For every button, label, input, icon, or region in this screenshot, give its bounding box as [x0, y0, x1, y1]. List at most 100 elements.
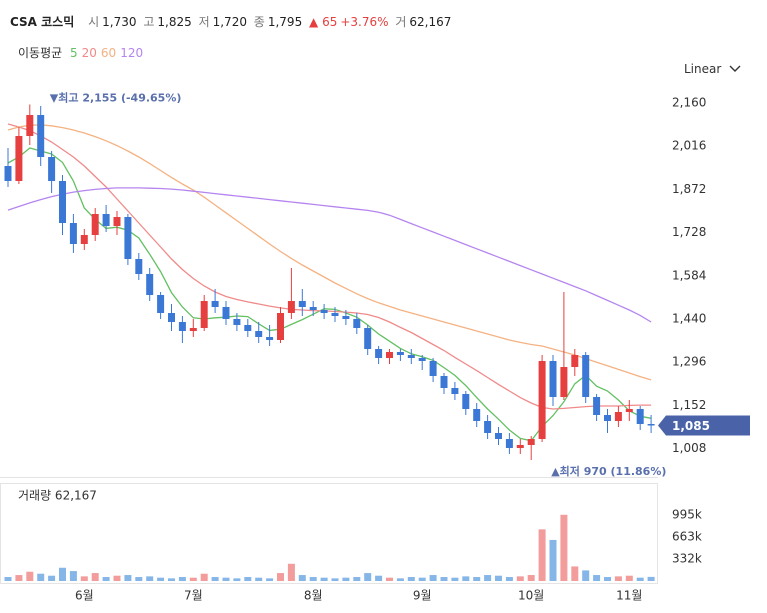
last-price-label: 1,085	[672, 419, 710, 433]
volume-panel-frame	[0, 483, 658, 584]
volume-bar	[113, 575, 121, 581]
candle-body	[473, 409, 481, 421]
volume-bar	[571, 566, 579, 581]
volume-bar	[505, 577, 513, 581]
volume-bar	[59, 567, 66, 581]
volume-bar	[135, 577, 143, 581]
volume-bar	[636, 577, 644, 581]
candle-body	[495, 433, 502, 439]
field-value: 1,730	[102, 15, 137, 29]
y-tick-label: 1,872	[672, 182, 706, 196]
volume-bar	[15, 575, 23, 581]
change-pct: +3.76%	[340, 15, 389, 29]
volume-bar	[309, 577, 317, 581]
field-label: 시	[88, 15, 100, 29]
candle-body	[135, 259, 143, 274]
volume-bar	[37, 573, 45, 581]
x-tick-label: 11월	[616, 589, 642, 603]
candle-body	[418, 358, 426, 361]
ma-legend[interactable]: 이동평균 5 20 60 120	[18, 44, 147, 61]
candle-body	[91, 214, 99, 235]
y-tick-label: 663k	[672, 530, 702, 544]
y-tick-label: 1,584	[672, 268, 706, 282]
volume-bar	[91, 573, 99, 581]
field-value: 1,825	[157, 15, 192, 29]
volume-bar	[255, 577, 263, 581]
candle-body	[309, 307, 317, 310]
volume-bar	[266, 578, 274, 581]
annotation: ▲최저 970 (11.86%)	[551, 464, 666, 478]
change: ▲ 65	[309, 15, 338, 29]
volume-bar	[549, 539, 557, 581]
volume-bar	[593, 575, 601, 581]
volume-bar	[178, 577, 186, 581]
volume-bar	[80, 576, 88, 581]
volume-bar	[396, 578, 404, 581]
volume-bar	[222, 577, 230, 581]
y-tick-label: 2,016	[672, 139, 706, 153]
legend-entry: 60	[100, 46, 117, 60]
volume-bar	[331, 578, 339, 581]
candle-body	[451, 388, 459, 394]
candle-body	[440, 376, 448, 388]
volume-bar	[516, 576, 524, 581]
candle-body	[200, 301, 208, 328]
candle-body	[124, 217, 132, 259]
stock-name: CSA 코스믹	[10, 15, 75, 29]
volume-bar	[146, 576, 154, 581]
y-tick-label: 1,152	[672, 398, 706, 412]
legend-entry: 120	[120, 46, 144, 60]
field-label: 저	[198, 15, 210, 29]
scale-mode: Linear	[684, 62, 722, 76]
candle-body	[396, 352, 404, 355]
legend-entry: 20	[81, 46, 97, 60]
candle-body	[505, 439, 513, 448]
volume-bar	[200, 573, 208, 581]
candle-body	[37, 115, 45, 157]
scale-selector[interactable]: Linear	[684, 62, 741, 76]
y-tick-label: 1,728	[672, 225, 706, 239]
candle-body	[462, 394, 470, 409]
annotation: ▼최고 2,155 (-49.65%)	[50, 91, 182, 105]
volume-bar	[26, 571, 34, 581]
volume-bar	[604, 577, 611, 581]
ma-line	[7, 187, 652, 323]
candle-body	[146, 274, 154, 295]
candle-body	[560, 367, 568, 397]
field-value: 1,795	[267, 15, 303, 29]
volume-bar	[48, 575, 56, 581]
ma-line	[7, 124, 652, 381]
volume-bar	[484, 575, 492, 581]
field-label: 고	[143, 15, 155, 29]
volume-bar	[69, 571, 77, 581]
y-tick-label: 1,440	[672, 312, 706, 326]
candle-body	[320, 310, 328, 313]
chevron	[729, 65, 741, 72]
candle-body	[59, 181, 66, 223]
candle-body	[331, 313, 339, 316]
volume-bar	[462, 576, 470, 581]
x-tick-label: 7월	[184, 589, 203, 603]
candle-body	[582, 355, 590, 397]
quote-header: CSA 코스믹 시 1,730 고 1,825 저 1,720 종 1,795 ▲ 65…	[10, 13, 454, 30]
candle-body	[342, 316, 350, 319]
candle-body	[353, 319, 361, 328]
candle-body	[625, 409, 633, 412]
field-value: 1,720	[212, 15, 247, 29]
candle-body	[69, 223, 77, 244]
candle-body	[647, 424, 655, 426]
volume-bar	[527, 575, 535, 581]
y-tick-label: 1,296	[672, 355, 706, 369]
candle-body	[189, 328, 197, 331]
last-price-box	[658, 415, 750, 436]
candle-body	[211, 301, 219, 307]
candle-body	[48, 157, 56, 181]
volume-bar	[386, 577, 393, 581]
x-tick-label: 9월	[413, 589, 432, 603]
volume-bar	[320, 577, 328, 581]
candle-body	[26, 115, 34, 136]
y-tick-label: 995k	[672, 508, 702, 522]
candle-body	[538, 361, 546, 439]
